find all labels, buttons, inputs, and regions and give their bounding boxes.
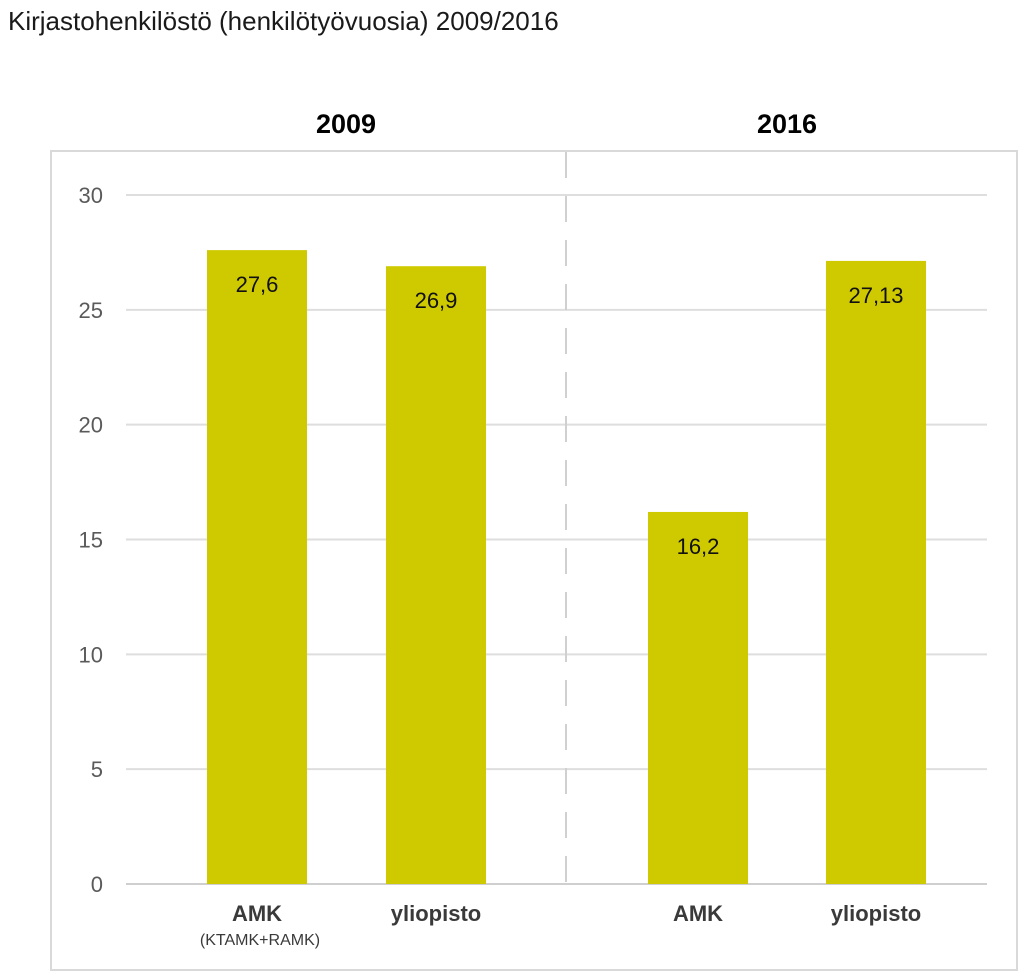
y-tick-label: 20 <box>79 413 103 438</box>
x-category-label: yliopisto <box>391 901 481 926</box>
y-tick-label: 25 <box>79 298 103 323</box>
x-category-label: AMK <box>673 901 723 926</box>
bar <box>648 511 748 884</box>
y-tick-label: 5 <box>91 757 103 782</box>
group-label: 2016 <box>757 109 817 139</box>
bar-value-label: 26,9 <box>415 288 458 313</box>
x-category-label: yliopisto <box>831 901 921 926</box>
bar <box>826 260 926 885</box>
bar-value-label: 16,2 <box>677 534 720 559</box>
bar-value-label: 27,6 <box>236 272 279 297</box>
x-category-sublabel: (KTAMK+RAMK) <box>200 932 320 949</box>
x-category-label: AMK <box>232 901 282 926</box>
bar <box>386 266 486 884</box>
y-tick-label: 15 <box>79 528 103 553</box>
chart-title: Kirjastohenkilöstö (henkilötyövuosia) 20… <box>8 6 559 36</box>
group-label: 2009 <box>316 109 376 139</box>
y-tick-label: 0 <box>91 872 103 897</box>
y-tick-label: 30 <box>79 183 103 208</box>
plot-frame <box>50 150 1018 971</box>
y-tick-label: 10 <box>79 642 103 667</box>
bar-value-label: 27,13 <box>848 283 903 308</box>
bar <box>207 250 307 884</box>
